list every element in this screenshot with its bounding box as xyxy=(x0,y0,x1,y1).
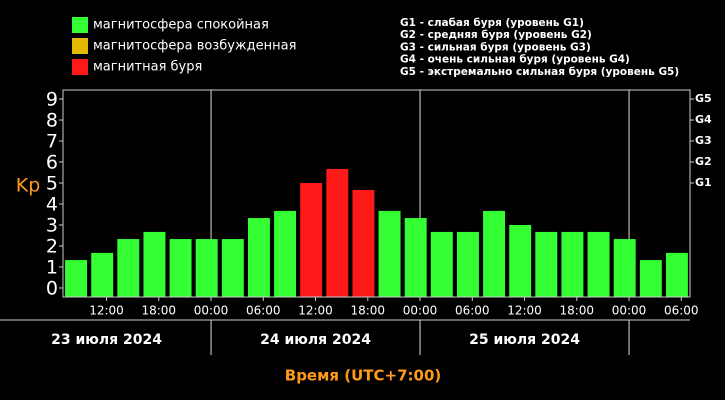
storm-level-text: G1 - слабая буря (уровень G1) xyxy=(400,17,584,29)
bar xyxy=(247,218,270,297)
storm-level-text: G2 - средняя буря (уровень G2) xyxy=(400,29,592,41)
x-tick-label: 00:00 xyxy=(194,304,229,318)
y-tick-label: 0 xyxy=(46,277,58,299)
bar xyxy=(195,239,218,297)
bar xyxy=(639,260,662,297)
y-tick-label: 9 xyxy=(46,89,58,111)
bar xyxy=(169,239,192,297)
bar xyxy=(404,218,427,297)
y2-tick-label: G1 xyxy=(695,176,712,189)
y-axis-label: Kp xyxy=(16,175,41,197)
y2-tick-label: G5 xyxy=(695,92,712,105)
bar xyxy=(430,231,453,297)
bar xyxy=(456,231,479,297)
y2-tick-label: G3 xyxy=(695,134,712,147)
x-tick-label: 18:00 xyxy=(559,304,594,318)
y2-tick-label: G4 xyxy=(695,113,712,126)
day-label: 25 июля 2024 xyxy=(469,332,580,348)
bar xyxy=(91,252,114,297)
x-tick-label: 06:00 xyxy=(455,304,490,318)
legend-swatch xyxy=(72,59,88,75)
y-tick-label: 4 xyxy=(46,193,58,215)
x-tick-label: 06:00 xyxy=(246,304,281,318)
bar xyxy=(221,239,244,297)
y-tick-label: 5 xyxy=(46,173,58,195)
x-axis-label: Время (UTC+7:00) xyxy=(285,367,441,385)
bar xyxy=(535,231,558,297)
bar xyxy=(665,252,688,297)
storm-level-text: G4 - очень сильная буря (уровень G4) xyxy=(400,54,630,66)
bar xyxy=(117,239,140,297)
x-tick-label: 18:00 xyxy=(350,304,385,318)
bar xyxy=(587,231,610,297)
bar xyxy=(352,189,375,297)
y2-tick-label: G2 xyxy=(695,155,712,168)
legend-swatch xyxy=(72,38,88,54)
x-tick-label: 06:00 xyxy=(664,304,699,318)
bar xyxy=(613,239,636,297)
y-tick-label: 2 xyxy=(46,235,58,257)
legend-label: магнитная буря xyxy=(93,60,202,75)
bar xyxy=(561,231,584,297)
x-tick-label: 12:00 xyxy=(89,304,124,318)
bar xyxy=(143,231,166,297)
legend-label: магнитосфера спокойная xyxy=(93,18,269,33)
y-tick-label: 1 xyxy=(46,256,58,278)
y-tick-label: 3 xyxy=(46,214,58,236)
x-tick-label: 00:00 xyxy=(403,304,438,318)
bar xyxy=(274,210,297,297)
y-tick-label: 6 xyxy=(46,152,58,174)
bar xyxy=(326,168,349,297)
y-tick-label: 8 xyxy=(46,110,58,132)
x-tick-label: 18:00 xyxy=(141,304,176,318)
x-tick-label: 12:00 xyxy=(298,304,333,318)
bar xyxy=(378,210,401,297)
legend-swatch xyxy=(72,17,88,33)
bar xyxy=(509,224,532,297)
bar xyxy=(300,183,323,297)
x-tick-label: 12:00 xyxy=(507,304,542,318)
storm-level-text: G5 - экстремально сильная буря (уровень … xyxy=(400,66,679,78)
legend-label: магнитосфера возбужденная xyxy=(93,39,296,54)
plot-frame xyxy=(62,89,691,298)
day-label: 24 июля 2024 xyxy=(260,332,371,348)
day-label: 23 июля 2024 xyxy=(51,332,162,348)
y-tick-label: 7 xyxy=(46,131,58,153)
bar xyxy=(483,210,506,297)
storm-level-text: G3 - сильная буря (уровень G3) xyxy=(400,41,591,53)
bar xyxy=(65,260,88,297)
x-tick-label: 00:00 xyxy=(612,304,647,318)
